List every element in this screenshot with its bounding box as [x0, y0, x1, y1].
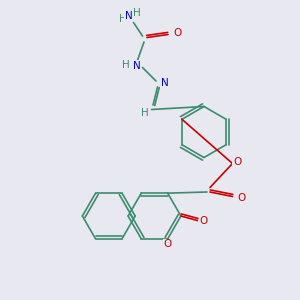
Text: N: N	[161, 77, 169, 88]
Text: N: N	[124, 11, 132, 22]
Text: H: H	[141, 107, 149, 118]
Text: O: O	[164, 239, 172, 249]
Text: H: H	[122, 59, 130, 70]
Text: O: O	[199, 215, 208, 226]
Text: H: H	[133, 8, 140, 19]
Text: N: N	[133, 61, 141, 71]
Text: H: H	[119, 14, 127, 25]
Text: O: O	[173, 28, 181, 38]
Text: O: O	[237, 193, 246, 203]
Text: O: O	[233, 157, 241, 167]
